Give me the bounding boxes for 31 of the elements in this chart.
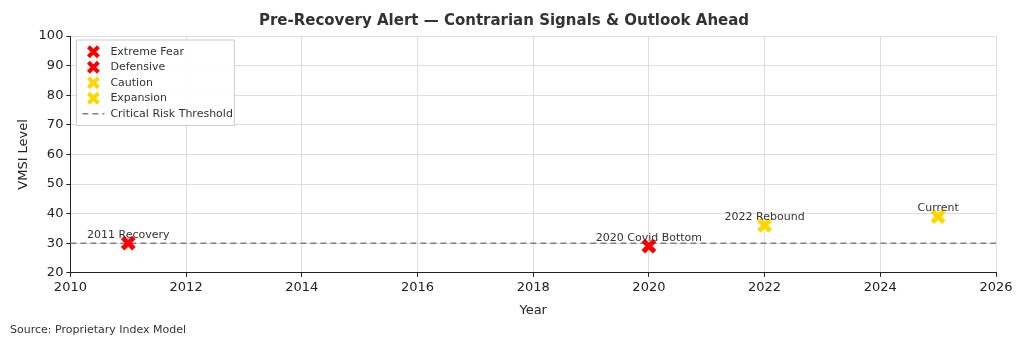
annotation: 2011 Recovery [87, 227, 170, 241]
x-tick-label: 2024 [863, 278, 897, 294]
y-tick-label: 40 [46, 204, 64, 220]
y-tick-label: 70 [46, 116, 64, 132]
legend-label: Critical Risk Threshold [110, 106, 233, 120]
x-tick-label: 2026 [979, 278, 1013, 294]
legend-label: Defensive [110, 60, 166, 74]
x-tick-label: 2016 [400, 278, 435, 294]
annotation: Current [917, 200, 960, 214]
x-tick-label: 2012 [169, 278, 203, 294]
y-tick-label: 50 [46, 175, 64, 191]
x-tick-label: 2014 [285, 278, 319, 294]
y-tick-label: 30 [46, 234, 64, 250]
x-tick-label: 2020 [632, 278, 666, 294]
source-note: Source: Proprietary Index Model [10, 323, 187, 337]
x-axis-title: Year [518, 301, 548, 317]
x-tick-label: 2010 [53, 278, 87, 294]
x-tick-label: 2022 [748, 278, 782, 294]
y-tick-label: 80 [46, 86, 64, 102]
legend-label: Caution [110, 75, 153, 89]
y-axis-title: VMSI Level [15, 119, 31, 190]
annotation: 2022 Rebound [724, 209, 805, 223]
y-tick-label: 100 [38, 27, 64, 43]
x-tick-label: 2018 [516, 278, 550, 294]
y-tick-label: 20 [46, 264, 64, 280]
chart-title: Pre-Recovery Alert — Contrarian Signals & Outlook Ahead [258, 10, 750, 29]
annotation: 2020 Covid Bottom [595, 230, 703, 244]
y-tick-label: 60 [46, 145, 64, 161]
legend-label: Expansion [110, 91, 168, 105]
legend-label: Extreme Fear [110, 44, 185, 58]
y-tick-label: 90 [46, 56, 64, 72]
